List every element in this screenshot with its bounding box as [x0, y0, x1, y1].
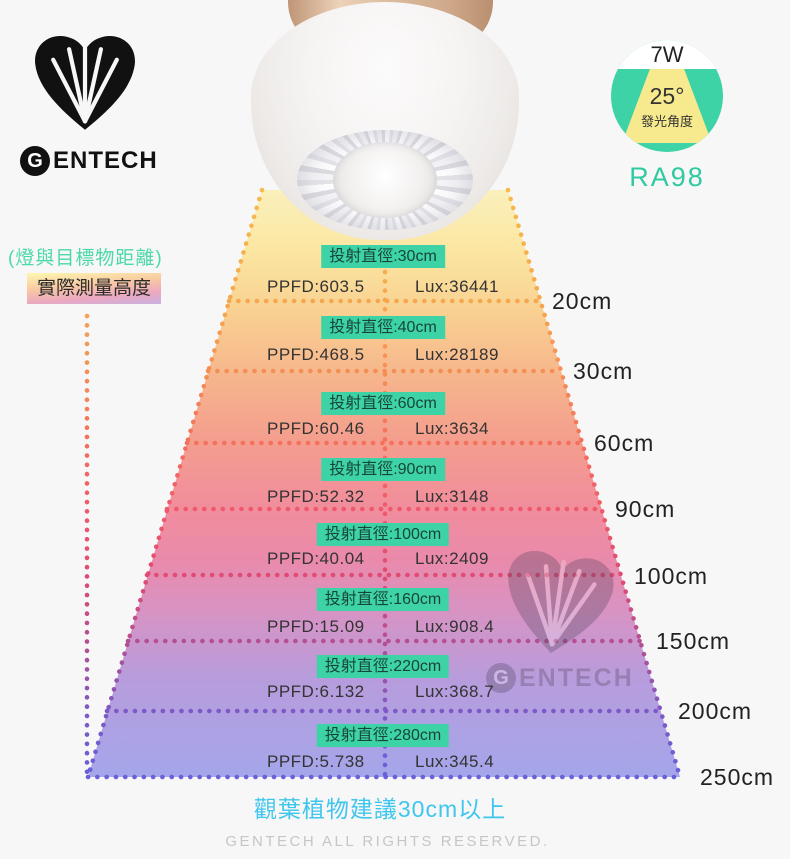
ppfd-value: PPFD:52.32 — [267, 487, 365, 506]
diameter-badge: 投射直徑:30cm — [321, 245, 445, 268]
ppfd-value: PPFD:468.5 — [267, 345, 365, 364]
cone-left-edge-dotted — [85, 187, 265, 780]
brand-wordmark: G ENTECH — [20, 146, 158, 176]
lux-value: Lux:3634 — [415, 419, 489, 438]
cone-fill — [88, 190, 680, 777]
cri-rating: RA98 — [629, 162, 705, 192]
lux-value: Lux:368.7 — [415, 682, 495, 701]
beam-angle-label: 發光角度 — [640, 113, 693, 129]
distance-label: 250cm — [700, 764, 775, 790]
watermark-g-icon: G — [486, 663, 516, 693]
ppfd-value: PPFD:60.46 — [267, 419, 365, 438]
lux-value: Lux:345.4 — [415, 752, 495, 771]
lux-value: Lux:2409 — [415, 549, 489, 568]
beam-angle-value: 25° — [649, 82, 685, 109]
distance-label: 90cm — [615, 496, 676, 522]
distance-label: 150cm — [656, 628, 731, 654]
diameter-badge: 投射直徑:220cm — [316, 655, 450, 678]
cone-right-edge-dotted — [505, 187, 683, 780]
brand-g-icon: G — [20, 146, 50, 176]
diameter-badge: 投射直徑:100cm — [316, 523, 450, 546]
diameter-badge: 投射直徑:60cm — [321, 392, 445, 415]
ppfd-value: PPFD:6.132 — [267, 682, 365, 701]
bulb-lens-core — [333, 142, 437, 218]
recommendation-text: 觀葉植物建議30cm以上 — [253, 796, 507, 822]
diameter-badge: 投射直徑:90cm — [321, 458, 445, 481]
lux-value: Lux:908.4 — [415, 617, 495, 636]
distance-note-label: (燈與目標物距離) — [8, 248, 163, 269]
diameter-badge: 投射直徑:160cm — [316, 588, 450, 611]
distance-label: 60cm — [594, 430, 655, 456]
copyright-text: GENTECH ALL RIGHTS RESERVED. — [225, 833, 550, 850]
wattage-label: 7W — [611, 40, 723, 69]
lux-value: Lux:36441 — [415, 277, 499, 296]
brand-name: ENTECH — [53, 147, 158, 174]
ppfd-value: PPFD:40.04 — [267, 549, 365, 568]
distance-label: 200cm — [678, 698, 753, 724]
watermark: G ENTECH — [486, 546, 634, 693]
measured-height-chip: 實際測量高度 — [27, 273, 161, 304]
monstera-leaf-logo-icon — [35, 35, 135, 130]
distance-label: 30cm — [573, 358, 634, 384]
distance-label: 100cm — [634, 563, 709, 589]
ppfd-value: PPFD:5.738 — [267, 752, 365, 771]
diameter-badge: 投射直徑:40cm — [321, 316, 445, 339]
monstera-leaf-watermark-icon — [508, 551, 614, 654]
watermark-text: ENTECH — [519, 663, 634, 692]
lux-value: Lux:3148 — [415, 487, 489, 506]
distance-label: 20cm — [552, 288, 613, 314]
watermark-wordmark: G ENTECH — [486, 663, 634, 693]
ppfd-value: PPFD:603.5 — [267, 277, 365, 296]
spec-badge: 7W 25° 發光角度 — [611, 40, 723, 152]
lux-value: Lux:28189 — [415, 345, 499, 364]
diameter-badge: 投射直徑:280cm — [316, 724, 450, 747]
ppfd-value: PPFD:15.09 — [267, 617, 365, 636]
